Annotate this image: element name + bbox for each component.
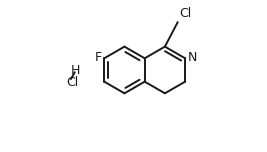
Text: F: F (95, 51, 102, 64)
Text: Cl: Cl (179, 7, 191, 20)
Text: H: H (71, 64, 80, 77)
Text: Cl: Cl (66, 76, 79, 88)
Text: N: N (187, 51, 197, 64)
